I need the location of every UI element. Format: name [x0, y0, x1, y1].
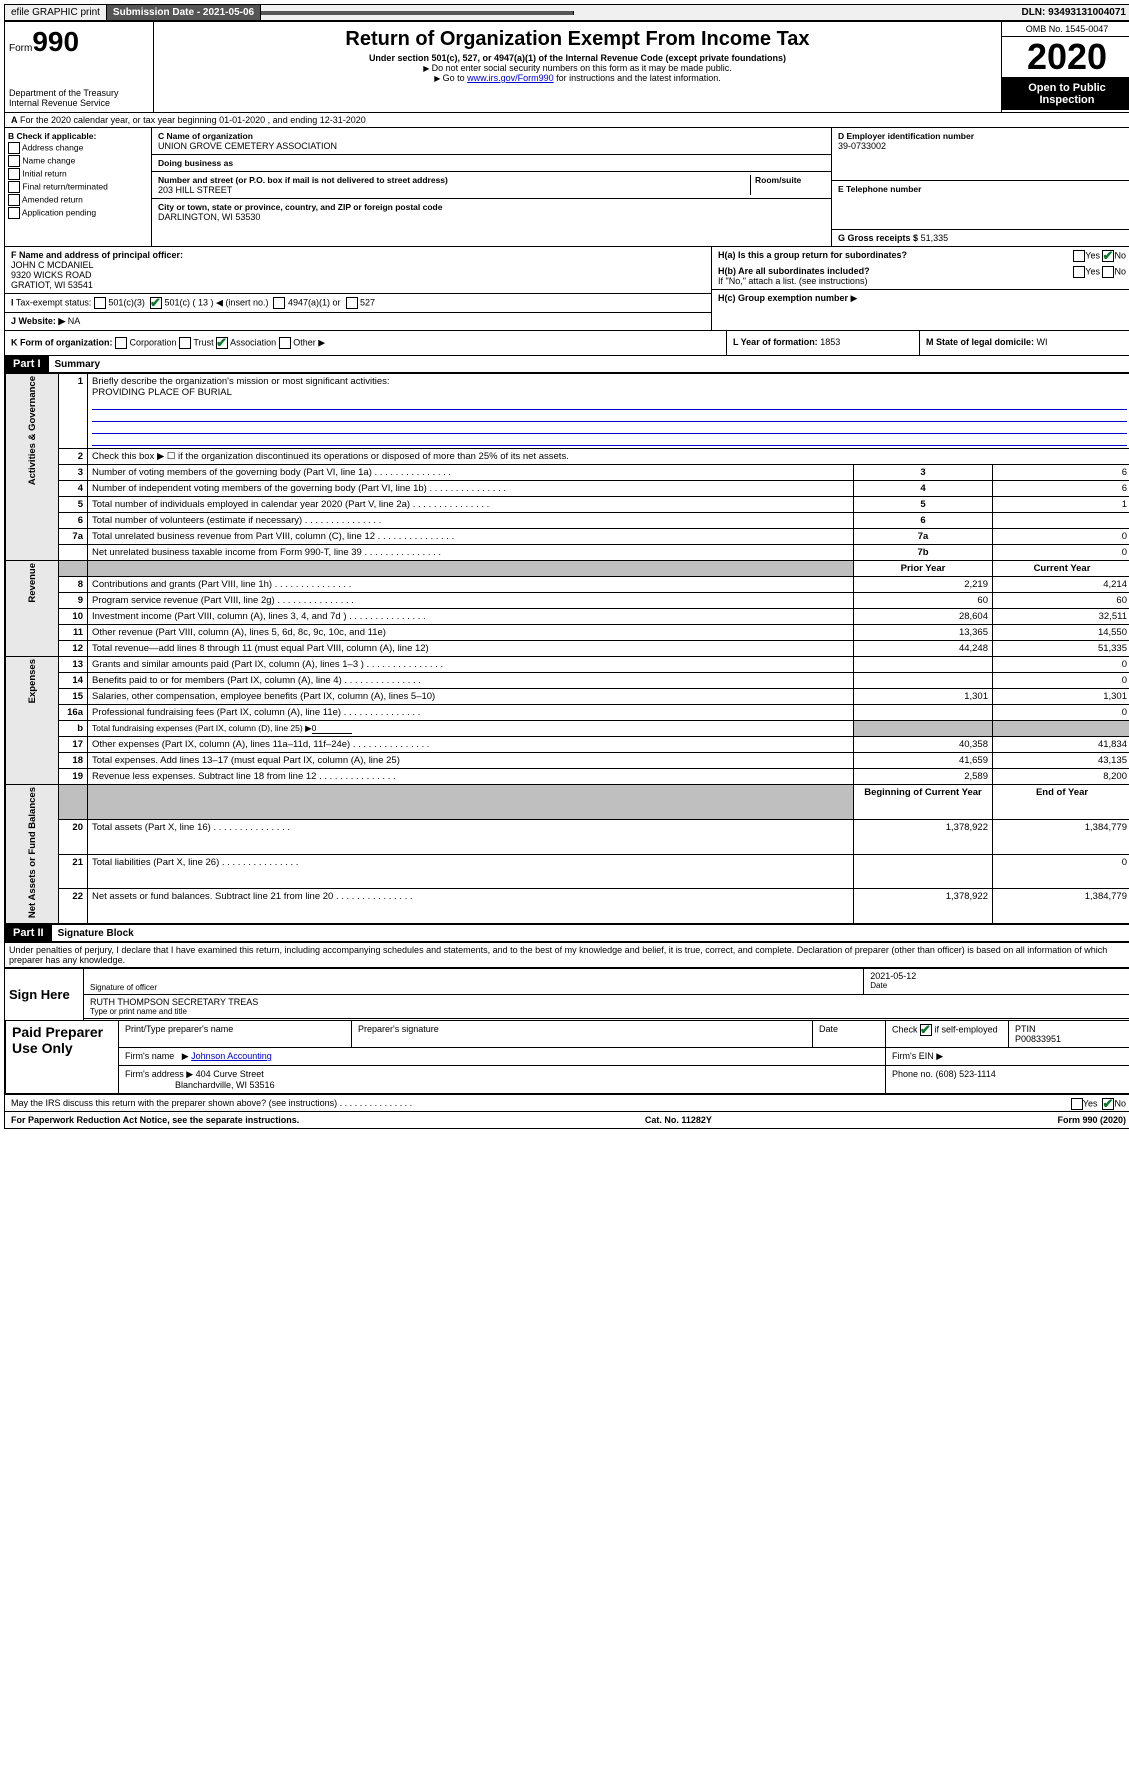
amended-return-checkbox[interactable]: [8, 194, 20, 206]
4947-checkbox[interactable]: [273, 297, 285, 309]
dln: DLN: 93493131004071: [1015, 5, 1129, 20]
dept-treasury: Department of the Treasury: [9, 88, 149, 98]
header-right: OMB No. 1545-0047 2020 Open to PublicIns…: [1001, 22, 1129, 112]
section-klm: K Form of organization: Corporation Trus…: [5, 330, 1129, 355]
paid-preparer-label: Paid Preparer Use Only: [6, 1021, 119, 1094]
column-c: C Name of organization UNION GROVE CEMET…: [152, 128, 831, 246]
ha-no-checkbox[interactable]: [1102, 250, 1114, 262]
hb-yes-checkbox[interactable]: [1073, 266, 1085, 278]
website: NA: [68, 316, 81, 326]
side-governance: Activities & Governance: [27, 376, 38, 485]
tax-year: 2020: [1002, 37, 1129, 78]
paperwork-notice: For Paperwork Reduction Act Notice, see …: [11, 1115, 299, 1125]
501c-checkbox[interactable]: [150, 297, 162, 309]
form-title: Return of Organization Exempt From Incom…: [158, 28, 997, 51]
final-return-checkbox[interactable]: [8, 181, 20, 193]
sign-date: 2021-05-12: [870, 971, 1126, 981]
summary-table: Activities & Governance 1 Briefly descri…: [5, 373, 1129, 924]
527-checkbox[interactable]: [346, 297, 358, 309]
row-a: A For the 2020 calendar year, or tax yea…: [5, 112, 1129, 127]
trust-checkbox[interactable]: [179, 337, 191, 349]
omb-number: OMB No. 1545-0047: [1002, 22, 1129, 37]
form-footer: For Paperwork Reduction Act Notice, see …: [5, 1111, 1129, 1128]
gross-receipts: 51,335: [921, 233, 949, 243]
submission-date: Submission Date - 2021-05-06: [107, 5, 261, 20]
form-ref: Form 990 (2020): [1057, 1115, 1126, 1125]
column-de: D Employer identification number 39-0733…: [831, 128, 1129, 246]
ha-yes-checkbox[interactable]: [1073, 250, 1085, 262]
line5-val: 1: [993, 497, 1129, 513]
open-to-public: Open to PublicInspection: [1002, 78, 1129, 110]
sign-here-label: Sign Here: [5, 969, 84, 1020]
firm-address: 404 Curve Street: [196, 1069, 264, 1079]
blank-bar: [261, 11, 574, 15]
firm-name-link[interactable]: Johnson Accounting: [191, 1051, 272, 1061]
line7a-val: 0: [993, 529, 1129, 545]
perjury-statement: Under penalties of perjury, I declare th…: [5, 942, 1129, 967]
subtitle-2: Do not enter social security numbers on …: [158, 63, 997, 73]
sign-here-block: Sign Here Signature of officer 2021-05-1…: [5, 967, 1129, 1020]
side-expenses: Expenses: [27, 659, 38, 703]
line6-val: [993, 513, 1129, 529]
instructions-link[interactable]: www.irs.gov/Form990: [467, 73, 554, 83]
state-domicile: WI: [1037, 337, 1048, 347]
cat-no: Cat. No. 11282Y: [645, 1115, 712, 1125]
officer-city: GRATIOT, WI 53541: [11, 280, 93, 290]
discuss-yes-checkbox[interactable]: [1071, 1098, 1083, 1110]
corporation-checkbox[interactable]: [115, 337, 127, 349]
discuss-no-checkbox[interactable]: [1102, 1098, 1114, 1110]
header-center: Return of Organization Exempt From Incom…: [154, 22, 1001, 112]
org-name: UNION GROVE CEMETERY ASSOCIATION: [158, 141, 825, 151]
other-checkbox[interactable]: [279, 337, 291, 349]
line4-val: 6: [993, 481, 1129, 497]
efile-label[interactable]: efile GRAPHIC print: [5, 5, 107, 20]
address-change-checkbox[interactable]: [8, 142, 20, 154]
officer-name: JOHN C MCDANIEL: [11, 260, 94, 270]
subtitle-3: Go to www.irs.gov/Form990 for instructio…: [158, 73, 997, 83]
discuss-row: May the IRS discuss this return with the…: [5, 1094, 1129, 1111]
line7b-val: 0: [993, 545, 1129, 561]
501c3-checkbox[interactable]: [94, 297, 106, 309]
form-prefix: Form: [9, 43, 32, 54]
part-ii-header: Part II Signature Block: [5, 924, 1129, 942]
application-pending-checkbox[interactable]: [8, 207, 20, 219]
hb-no-checkbox[interactable]: [1102, 266, 1114, 278]
form-header: Form990 Department of the Treasury Inter…: [5, 22, 1129, 112]
ptin: P00833951: [1015, 1034, 1061, 1044]
officer-print-name: RUTH THOMPSON SECRETARY TREAS: [90, 997, 1126, 1007]
subtitle-1: Under section 501(c), 527, or 4947(a)(1)…: [158, 53, 997, 63]
initial-return-checkbox[interactable]: [8, 168, 20, 180]
year-formation: 1853: [820, 337, 840, 347]
part-i-header: Part I Summary: [5, 355, 1129, 373]
section-bcd: B Check if applicable: Address change Na…: [5, 127, 1129, 246]
mission: PROVIDING PLACE OF BURIAL: [92, 387, 232, 398]
column-b: B Check if applicable: Address change Na…: [5, 128, 152, 246]
side-netassets: Net Assets or Fund Balances: [27, 787, 38, 918]
city-state-zip: DARLINGTON, WI 53530: [158, 212, 825, 222]
top-bar: efile GRAPHIC print Submission Date - 20…: [4, 4, 1129, 21]
association-checkbox[interactable]: [216, 337, 228, 349]
form-number: 990: [32, 26, 79, 57]
section-fhij: F Name and address of principal officer:…: [5, 246, 1129, 330]
form-container: Form990 Department of the Treasury Inter…: [4, 21, 1129, 1129]
irs: Internal Revenue Service: [9, 98, 149, 108]
side-revenue: Revenue: [27, 563, 38, 603]
street: 203 HILL STREET: [158, 185, 746, 195]
firm-phone: (608) 523-1114: [936, 1069, 996, 1079]
ein: 39-0733002: [838, 141, 1126, 151]
line3-val: 6: [993, 465, 1129, 481]
header-left: Form990 Department of the Treasury Inter…: [5, 22, 154, 112]
paid-preparer-table: Paid Preparer Use Only Print/Type prepar…: [5, 1020, 1129, 1094]
name-change-checkbox[interactable]: [8, 155, 20, 167]
officer-street: 9320 WICKS ROAD: [11, 270, 92, 280]
self-employed-checkbox[interactable]: [920, 1024, 932, 1036]
